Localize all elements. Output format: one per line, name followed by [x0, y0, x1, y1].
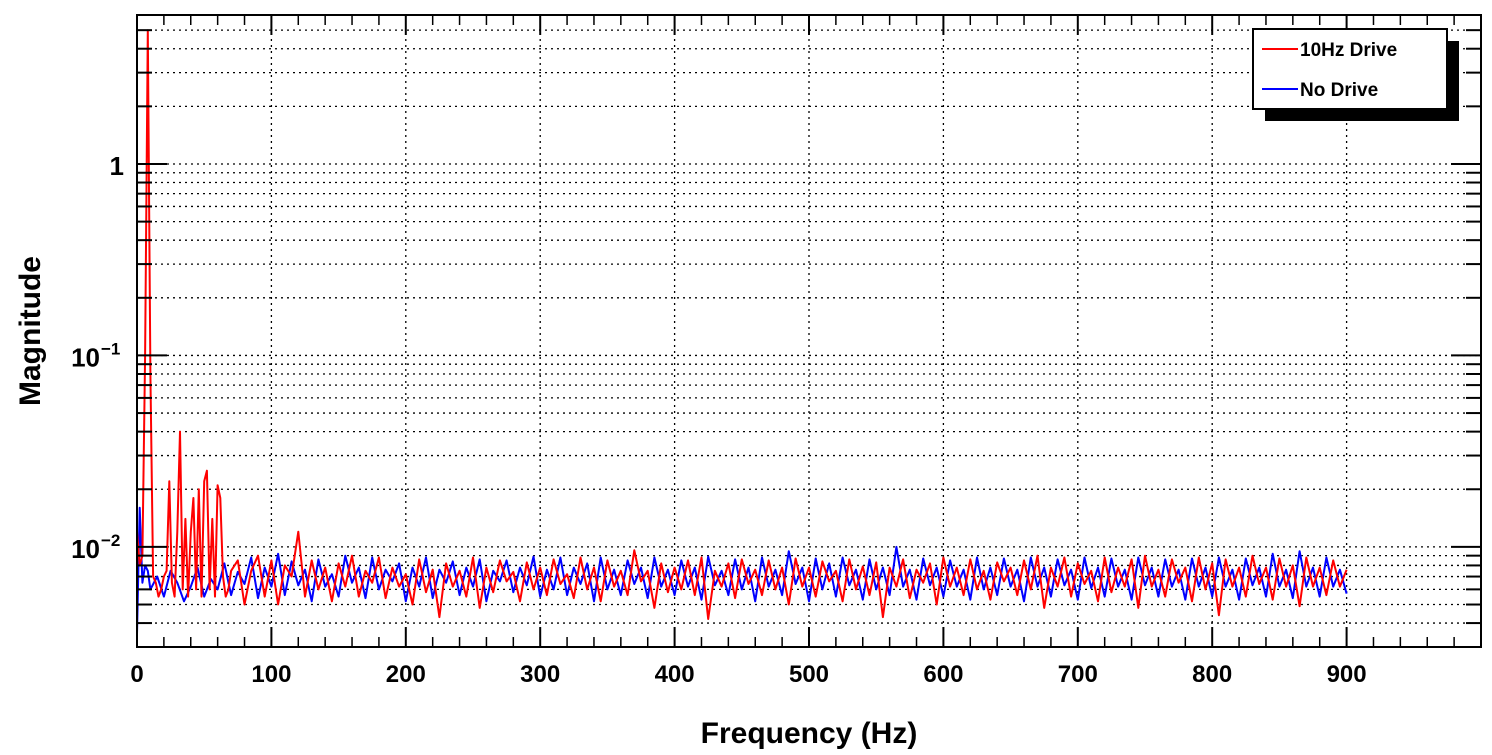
x-tick-label: 600: [923, 661, 963, 688]
legend-box: [1252, 28, 1448, 110]
x-tick-label: 200: [386, 661, 426, 688]
y-tick-label: 1: [110, 151, 124, 181]
x-tick-label: 300: [520, 661, 560, 688]
x-tick-label: 100: [251, 661, 291, 688]
x-tick-label: 0: [130, 661, 143, 688]
x-axis-title: Frequency (Hz): [701, 717, 918, 750]
x-tick-label: 700: [1058, 661, 1098, 688]
axis-ticks: [136, 15, 1481, 647]
series-line-10hz-drive: [136, 29, 1348, 620]
legend-label-no-drive: No Drive: [1300, 80, 1378, 101]
x-tick-label: 400: [655, 661, 695, 688]
y-tick-label-exponent: −1: [101, 339, 120, 358]
x-tick-labels: 0 100 200 300 400 500 600 700 800 900: [130, 661, 1366, 688]
y-tick-label-base: 10: [71, 342, 100, 372]
legend-label-10hz-drive: 10Hz Drive: [1300, 40, 1397, 61]
x-tick-label: 800: [1192, 661, 1232, 688]
y-axis-title: Magnitude: [14, 256, 47, 406]
x-tick-label: 500: [789, 661, 829, 688]
legend: 10Hz Drive No Drive: [1252, 28, 1459, 121]
series-lines: [136, 29, 1348, 635]
x-tick-label: 900: [1327, 661, 1367, 688]
y-tick-label-base: 10: [71, 534, 100, 564]
y-tick-labels: 110−110−2: [71, 151, 124, 564]
y-tick-label-exponent: −2: [101, 531, 120, 550]
